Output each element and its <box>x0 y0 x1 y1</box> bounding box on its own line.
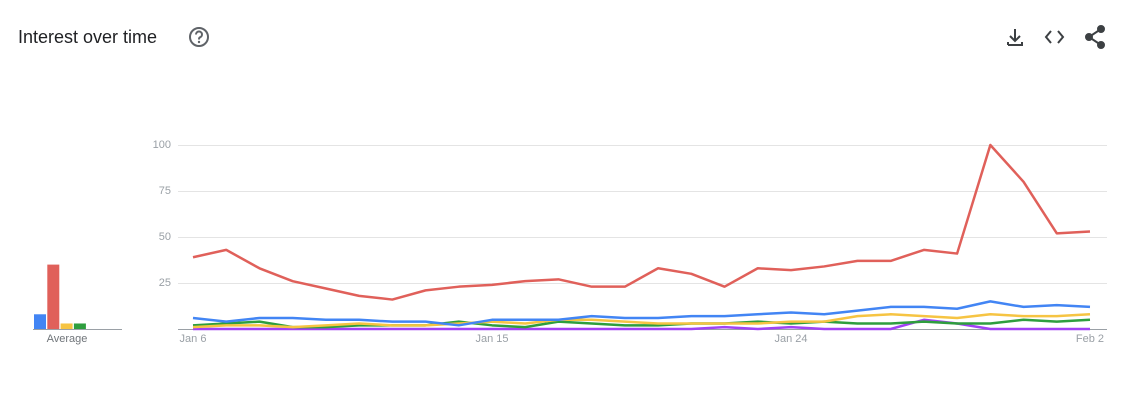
y-tick-label: 100 <box>153 139 171 151</box>
x-tick-label: Jan 15 <box>475 333 508 345</box>
y-tick-label: 50 <box>159 231 171 243</box>
x-tick-label: Jan 24 <box>774 333 807 345</box>
series-line <box>192 143 1091 301</box>
help-icon[interactable] <box>189 27 209 47</box>
series-line <box>192 300 1091 327</box>
embed-button[interactable] <box>1044 30 1065 44</box>
series-line <box>192 318 1091 329</box>
average-bar <box>47 264 60 329</box>
y-tick-label: 75 <box>159 185 171 197</box>
share-button[interactable] <box>1085 25 1105 49</box>
download-button[interactable] <box>1007 29 1023 46</box>
y-tick-label: 25 <box>159 277 171 289</box>
series-line <box>192 313 1091 329</box>
x-tick-label: Jan 6 <box>180 333 207 345</box>
average-bar <box>60 323 73 329</box>
average-bar <box>34 314 46 329</box>
average-label: Average <box>47 333 88 345</box>
x-tick-label: Feb 2 <box>1076 333 1104 345</box>
average-bar <box>73 323 86 329</box>
chart-title: Interest over time <box>18 27 157 47</box>
